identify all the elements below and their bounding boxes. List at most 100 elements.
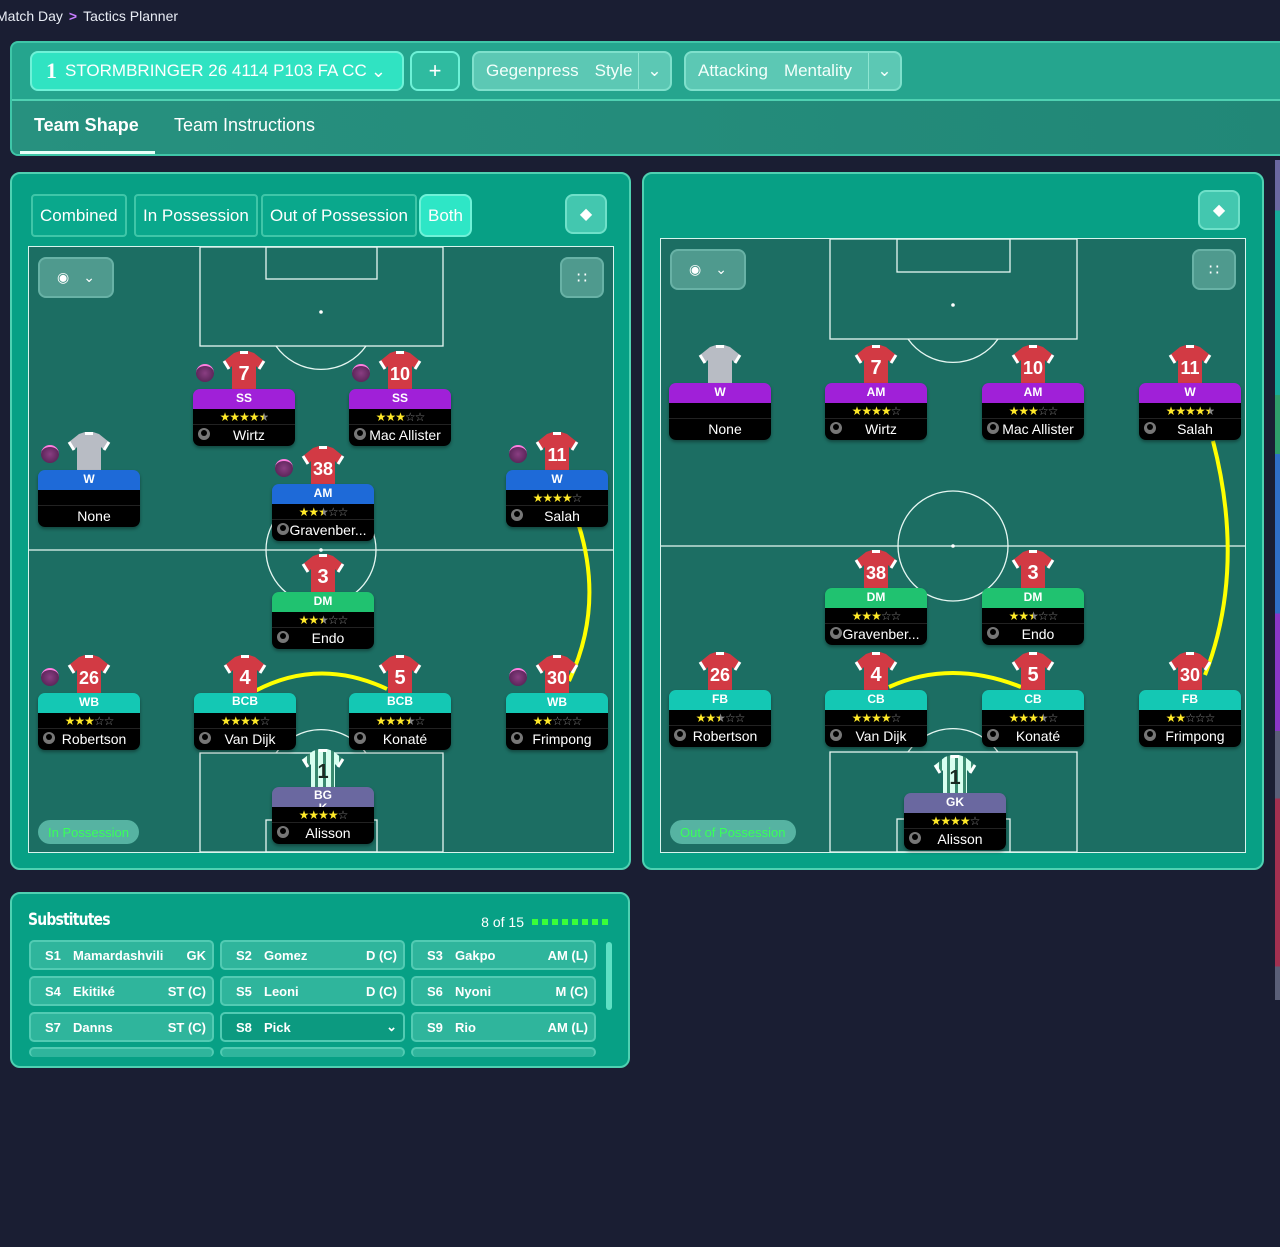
player-kit[interactable]: 3 bbox=[299, 554, 347, 594]
player-kit[interactable]: 5 bbox=[1009, 652, 1057, 692]
mentality-dropdown[interactable]: Attacking Mentality ⌄ bbox=[684, 51, 902, 91]
mode-out-of-possession-button[interactable]: Out of Possession bbox=[261, 194, 417, 237]
player-kit[interactable]: 4 bbox=[221, 655, 269, 695]
instruction-orb-icon[interactable] bbox=[196, 364, 214, 382]
player-role: FB bbox=[669, 690, 771, 710]
instruction-orb-icon[interactable] bbox=[509, 668, 527, 686]
player-card[interactable]: BCB ★★★★☆ Konaté bbox=[349, 693, 451, 750]
player-kit[interactable]: 10 bbox=[376, 351, 424, 391]
player-kit[interactable]: 38 bbox=[852, 550, 900, 590]
instruction-orb-icon[interactable] bbox=[275, 459, 293, 477]
instruction-orb-icon[interactable] bbox=[509, 445, 527, 463]
add-tactic-button[interactable]: + bbox=[410, 51, 460, 91]
player-kit[interactable] bbox=[696, 345, 744, 385]
grid-icon[interactable]: ∷ bbox=[1192, 249, 1236, 290]
player-kit[interactable]: 7 bbox=[852, 345, 900, 385]
player-kit[interactable]: 10 bbox=[1009, 345, 1057, 385]
grid-icon[interactable]: ∷ bbox=[560, 257, 604, 298]
player-card[interactable]: AM ★★★★☆ Wirtz bbox=[825, 383, 927, 440]
player-kit[interactable]: 30 bbox=[1166, 652, 1214, 692]
player-card[interactable]: GK ★★★★☆ Alisson bbox=[904, 793, 1006, 850]
instruction-orb-icon[interactable] bbox=[41, 668, 59, 686]
sub-slot-number: S7 bbox=[45, 1019, 61, 1035]
style-dropdown[interactable]: Gegenpress Style ⌄ bbox=[472, 51, 672, 91]
player-card[interactable]: SS ★★★★★ Wirtz bbox=[193, 389, 295, 446]
player-card[interactable]: DM ★★★☆☆ Endo bbox=[272, 592, 374, 649]
person-icon bbox=[277, 826, 289, 838]
player-card[interactable]: AM ★★★☆☆ Mac Allister bbox=[982, 383, 1084, 440]
player-card[interactable]: WB ★★★☆☆ Robertson bbox=[38, 693, 140, 750]
player-role: FB bbox=[1139, 690, 1241, 710]
sub-slot-partial[interactable] bbox=[220, 1047, 405, 1057]
player-kit[interactable]: 11 bbox=[533, 432, 581, 472]
player-card[interactable]: BGK ★★★★☆ Alisson bbox=[272, 787, 374, 844]
player-name: None bbox=[708, 421, 742, 437]
player-role: W bbox=[506, 470, 608, 490]
player-role: W bbox=[669, 383, 771, 403]
person-icon bbox=[43, 732, 55, 744]
player-kit[interactable]: 3 bbox=[1009, 550, 1057, 590]
player-kit[interactable]: 11 bbox=[1166, 345, 1214, 385]
sub-slot[interactable]: S4 Ekitiké ST (C) bbox=[29, 976, 214, 1006]
mode-combined-button[interactable]: Combined bbox=[31, 194, 127, 237]
visibility-dropdown[interactable]: ◉ ⌄ bbox=[38, 257, 114, 298]
svg-text:4: 4 bbox=[239, 667, 251, 689]
player-card[interactable]: W None bbox=[669, 383, 771, 440]
player-kit[interactable] bbox=[65, 432, 113, 472]
player-kit[interactable]: 26 bbox=[696, 652, 744, 692]
tab-team-shape[interactable]: Team Shape bbox=[20, 115, 155, 154]
player-card[interactable]: FB ★★★☆☆ Robertson bbox=[669, 690, 771, 747]
player-card[interactable]: DM ★★★☆☆ Gravenber... bbox=[825, 588, 927, 645]
instruction-orb-icon[interactable] bbox=[352, 364, 370, 382]
diamond-icon[interactable]: ◆ bbox=[565, 194, 607, 234]
player-kit[interactable]: 1 bbox=[299, 749, 347, 789]
player-kit[interactable]: 5 bbox=[376, 655, 424, 695]
sub-slot[interactable]: S2 Gomez D (C) bbox=[220, 940, 405, 970]
player-card[interactable]: AM ★★★☆☆ Gravenber... bbox=[272, 484, 374, 541]
player-kit[interactable]: 7 bbox=[220, 351, 268, 391]
player-card[interactable]: WB ★★☆☆☆ Frimpong bbox=[506, 693, 608, 750]
player-card[interactable]: DM ★★★☆☆ Endo bbox=[982, 588, 1084, 645]
player-card[interactable]: W ★★★★★ Salah bbox=[1139, 383, 1241, 440]
visibility-dropdown[interactable]: ◉ ⌄ bbox=[670, 249, 746, 290]
mode-both-button[interactable]: Both bbox=[419, 194, 472, 237]
sub-slot[interactable]: S9 Rio AM (L) bbox=[411, 1012, 596, 1042]
player-name-row: Van Dijk bbox=[825, 726, 927, 747]
player-card[interactable]: FB ★★☆☆☆ Frimpong bbox=[1139, 690, 1241, 747]
player-card[interactable]: CB ★★★★☆ Konaté bbox=[982, 690, 1084, 747]
mode-in-possession-button[interactable]: In Possession bbox=[134, 194, 258, 237]
sub-slot[interactable]: S1 Mamardashvili GK bbox=[29, 940, 214, 970]
player-role: BCB bbox=[194, 693, 296, 713]
player-kit[interactable]: 30 bbox=[533, 655, 581, 695]
substitutes-scrollbar[interactable] bbox=[606, 942, 612, 1010]
player-card[interactable]: BCB ★★★★☆ Van Dijk bbox=[194, 693, 296, 750]
sub-slot[interactable]: S5 Leoni D (C) bbox=[220, 976, 405, 1006]
player-rating: ★★★☆☆ bbox=[669, 710, 771, 726]
player-card[interactable]: CB ★★★★☆ Van Dijk bbox=[825, 690, 927, 747]
player-kit[interactable]: 4 bbox=[852, 652, 900, 692]
player-role: SS bbox=[349, 389, 451, 409]
diamond-icon[interactable]: ◆ bbox=[1198, 190, 1240, 230]
sub-player-name: Gakpo bbox=[455, 947, 496, 963]
player-name: Robertson bbox=[692, 728, 758, 744]
player-kit[interactable]: 38 bbox=[299, 446, 347, 486]
sub-slot-partial[interactable] bbox=[411, 1047, 596, 1057]
breadcrumb-match-day[interactable]: Match Day bbox=[0, 8, 63, 24]
player-card[interactable]: SS ★★★☆☆ Mac Allister bbox=[349, 389, 451, 446]
player-kit[interactable]: 1 bbox=[931, 755, 979, 795]
sub-slot[interactable]: S6 Nyoni M (C) bbox=[411, 976, 596, 1006]
player-card[interactable]: W ★★★★☆ Salah bbox=[506, 470, 608, 527]
chevron-down-icon: ⌄ bbox=[83, 269, 95, 285]
sub-slot[interactable]: S8 Pick ⌄ bbox=[220, 1012, 405, 1042]
player-kit[interactable]: 26 bbox=[65, 655, 113, 695]
sub-slot[interactable]: S3 Gakpo AM (L) bbox=[411, 940, 596, 970]
tab-team-instructions[interactable]: Team Instructions bbox=[174, 115, 316, 135]
person-icon bbox=[830, 422, 842, 434]
instruction-orb-icon[interactable] bbox=[41, 445, 59, 463]
sub-slot[interactable]: S7 Danns ST (C) bbox=[29, 1012, 214, 1042]
person-icon bbox=[1144, 729, 1156, 741]
tactic-dropdown[interactable]: 1 STORMBRINGER 26 4114 P103 FA CC ⌄ bbox=[30, 51, 404, 91]
sub-slot-partial[interactable] bbox=[29, 1047, 214, 1057]
player-name-row: Frimpong bbox=[506, 729, 608, 750]
player-card[interactable]: W None bbox=[38, 470, 140, 527]
